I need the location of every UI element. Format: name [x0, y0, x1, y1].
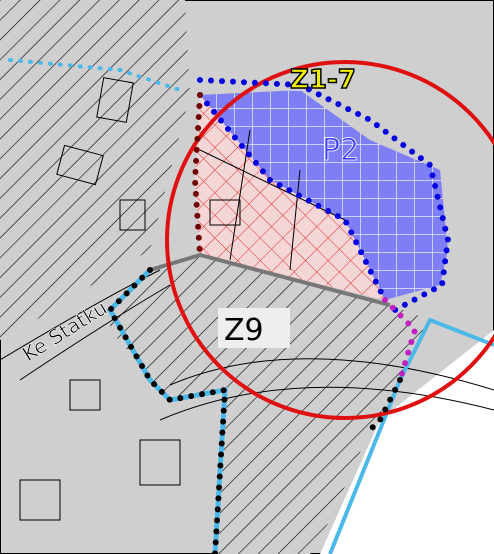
zone-label: Z1-7: [290, 65, 356, 95]
base-map: [0, 0, 494, 554]
map: Z1-7 P2 Z9 Ke Statku: [0, 0, 494, 554]
zone-label: P2: [322, 133, 359, 168]
zone-label: Z9: [224, 313, 264, 348]
